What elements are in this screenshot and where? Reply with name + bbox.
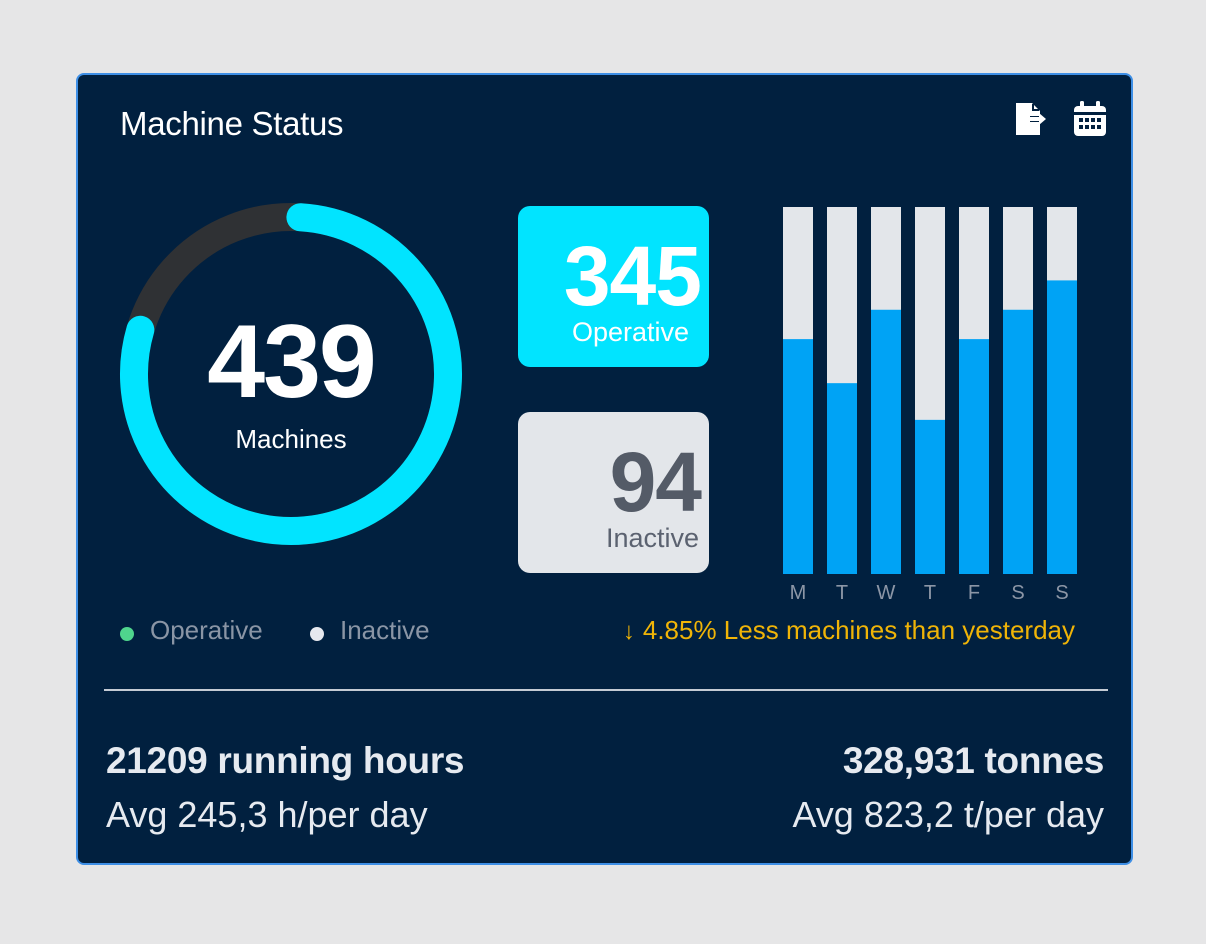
legend-operative: Operative (120, 615, 263, 646)
bar (959, 339, 989, 574)
calendar-icon[interactable] (1072, 101, 1108, 137)
x-tick-label: T (924, 582, 936, 604)
total-machines-value: 439 (207, 304, 377, 420)
running-hours-summary: 21209 running hours Avg 245,3 h/per day (106, 739, 465, 837)
x-tick-label: S (1055, 582, 1068, 604)
x-tick-label: W (877, 582, 896, 604)
tonnes-avg: Avg 823,2 t/per day (792, 794, 1104, 835)
bar (783, 339, 813, 574)
change-text: 4.85% Less machines than yesterday (642, 615, 1075, 645)
x-tick-label: F (968, 582, 980, 604)
divider (104, 689, 1108, 691)
operative-count: 345 (563, 229, 702, 323)
inactive-dot (310, 627, 324, 641)
tonnes-value: 328,931 tonnes (842, 740, 1104, 781)
total-machines-label: Machines (235, 424, 347, 454)
bar (1003, 309, 1033, 574)
machines-donut: 439 Machines (117, 200, 465, 548)
legend-inactive: Inactive (310, 615, 430, 646)
bar (871, 309, 901, 574)
operative-stat-box: 345 Operative (518, 206, 709, 367)
bar (827, 383, 857, 574)
operative-label: Operative (571, 317, 689, 347)
file-export-icon[interactable] (1012, 101, 1048, 137)
legend-operative-label: Operative (150, 615, 263, 645)
x-tick-label: M (790, 582, 807, 604)
x-tick-label: S (1011, 582, 1024, 604)
bar (915, 419, 945, 574)
running-hours-avg: Avg 245,3 h/per day (106, 794, 428, 835)
inactive-count: 94 (609, 435, 702, 529)
operative-arc (120, 203, 462, 545)
bar (1047, 280, 1077, 574)
inactive-stat-box: 94 Inactive (518, 412, 709, 573)
change-indicator: ↓ 4.85% Less machines than yesterday (623, 615, 1075, 646)
running-hours-value: 21209 running hours (106, 740, 465, 781)
card-title: Machine Status (120, 105, 344, 142)
arrow-down-icon: ↓ (622, 618, 635, 645)
machine-status-card: Machine Status 439 Machines (76, 73, 1133, 865)
tonnes-summary: 328,931 tonnes Avg 823,2 t/per day (792, 739, 1104, 837)
operative-dot (120, 627, 134, 641)
inactive-label: Inactive (605, 523, 699, 553)
x-tick-label: T (836, 582, 848, 604)
legend-inactive-label: Inactive (340, 615, 430, 645)
